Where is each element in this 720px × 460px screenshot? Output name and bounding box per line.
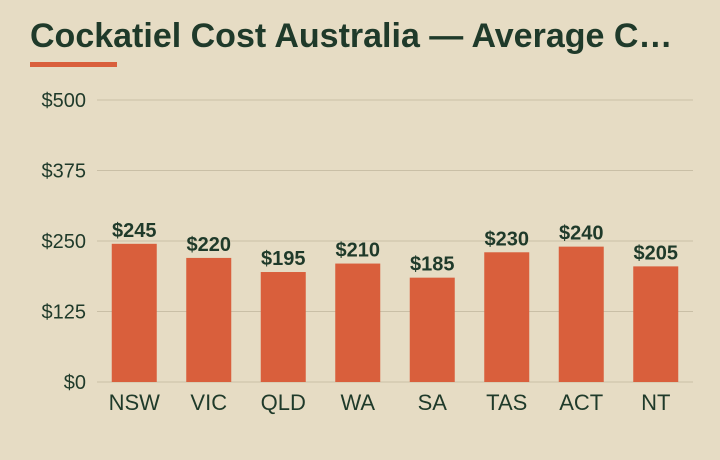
x-axis-labels: NSW VIC QLD WA SA TAS ACT NT: [109, 390, 671, 415]
value-label: $240: [559, 223, 604, 245]
value-label: $205: [634, 242, 679, 264]
bar-nt: [633, 266, 679, 382]
title-accent-bar: [30, 62, 117, 67]
bar-qld: [260, 272, 306, 382]
x-tick-label: TAS: [486, 390, 527, 415]
x-tick-label: NSW: [109, 390, 161, 415]
value-label: $230: [485, 228, 530, 250]
bar-vic: [186, 257, 232, 382]
value-label: $245: [112, 220, 157, 242]
y-tick-label: $250: [42, 231, 87, 253]
bar-sa: [409, 277, 455, 382]
x-tick-label: SA: [418, 390, 448, 415]
bars: [111, 243, 679, 382]
bar-wa: [335, 263, 381, 382]
value-label: $185: [410, 254, 455, 276]
value-label: $195: [261, 248, 306, 270]
bar-tas: [484, 252, 530, 382]
x-tick-label: VIC: [190, 390, 227, 415]
value-labels: $245 $220 $195 $210 $185 $230 $240 $205: [112, 220, 678, 276]
bar-nsw: [111, 243, 157, 382]
y-tick-label: $125: [42, 302, 87, 324]
x-tick-label: QLD: [261, 390, 306, 415]
y-tick-label: $0: [64, 372, 86, 394]
y-tick-label: $500: [42, 90, 87, 112]
x-tick-label: NT: [641, 390, 670, 415]
x-tick-label: WA: [340, 390, 375, 415]
y-tick-label: $375: [42, 161, 87, 183]
x-tick-label: ACT: [559, 390, 603, 415]
value-label: $210: [336, 240, 381, 262]
bar-act: [558, 246, 604, 382]
y-axis-ticks: $0 $125 $250 $375 $500: [42, 90, 87, 394]
value-label: $220: [187, 234, 232, 256]
